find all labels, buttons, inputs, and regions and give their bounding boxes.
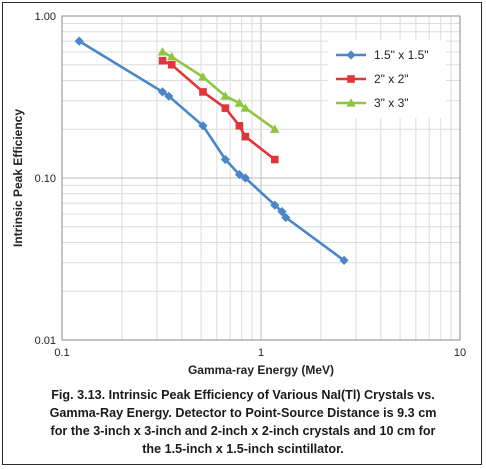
legend-label: 2" x 2" (374, 72, 409, 86)
x-axis-title: Gamma-ray Energy (MeV) (188, 363, 334, 377)
caption-line: the 1.5-inch x 1.5-inch scintillator. (142, 442, 344, 456)
series-3 (157, 47, 280, 133)
data-point (157, 87, 168, 97)
data-point (199, 88, 207, 96)
data-point (198, 121, 208, 131)
legend-item: 3" x 3" (336, 96, 409, 110)
data-point (277, 207, 287, 217)
series-line (161, 50, 276, 131)
x-tick-label: 10 (454, 347, 466, 359)
series-1 (74, 36, 349, 265)
data-point (167, 60, 176, 69)
data-point (269, 124, 280, 133)
legend-label: 3" x 3" (374, 96, 409, 110)
legend-marker (347, 75, 355, 83)
legend-marker (346, 50, 356, 60)
series-line (161, 59, 276, 161)
tick-labels: 0.1 1 10 0.01 0.10 1.00 (35, 11, 467, 359)
y-tick-label: 0.01 (35, 335, 56, 347)
figure-caption: Fig. 3.13. Intrinsic Peak Efficiency of … (8, 386, 478, 458)
data-point (281, 212, 291, 223)
data-point (240, 173, 251, 183)
data-point (198, 72, 208, 81)
legend-item: 1.5" x 1.5" (336, 48, 429, 62)
data-point (221, 104, 230, 112)
legend: 1.5" x 1.5" 2" x 2" 3" x 3" (328, 40, 446, 118)
data-point (74, 36, 84, 46)
series-2 (158, 56, 279, 164)
data-point (241, 132, 250, 141)
data-point (270, 155, 279, 164)
legend-item: 2" x 2" (336, 72, 409, 86)
data-point (235, 122, 244, 130)
caption-line: Gamma-Ray Energy. Detector to Point-Sour… (49, 406, 437, 420)
legend-marker (346, 98, 356, 107)
x-tick-label: 0.1 (54, 347, 69, 359)
data-point (164, 91, 174, 101)
data-point (166, 51, 177, 61)
plot-area (61, 15, 461, 341)
data-point (270, 200, 280, 210)
data-point (234, 98, 245, 107)
series-line (78, 39, 345, 262)
data-point (234, 169, 245, 180)
series-layer (74, 36, 349, 265)
y-axis-title: Intrinsic Peak Efficiency (11, 109, 25, 247)
x-tick-label: 1 (258, 347, 264, 359)
data-point (157, 47, 168, 56)
legend-label: 1.5" x 1.5" (374, 48, 429, 62)
y-tick-label: 1.00 (35, 11, 56, 23)
y-tick-label: 0.10 (35, 173, 56, 185)
data-point (220, 154, 230, 165)
caption-line: for the 3-inch x 3-inch and 2-inch x 2-i… (50, 424, 436, 438)
data-point (240, 103, 251, 112)
caption-line: Fig. 3.13. Intrinsic Peak Efficiency of … (51, 388, 435, 402)
data-point (220, 91, 231, 100)
data-point (339, 255, 349, 265)
data-point (158, 56, 167, 65)
